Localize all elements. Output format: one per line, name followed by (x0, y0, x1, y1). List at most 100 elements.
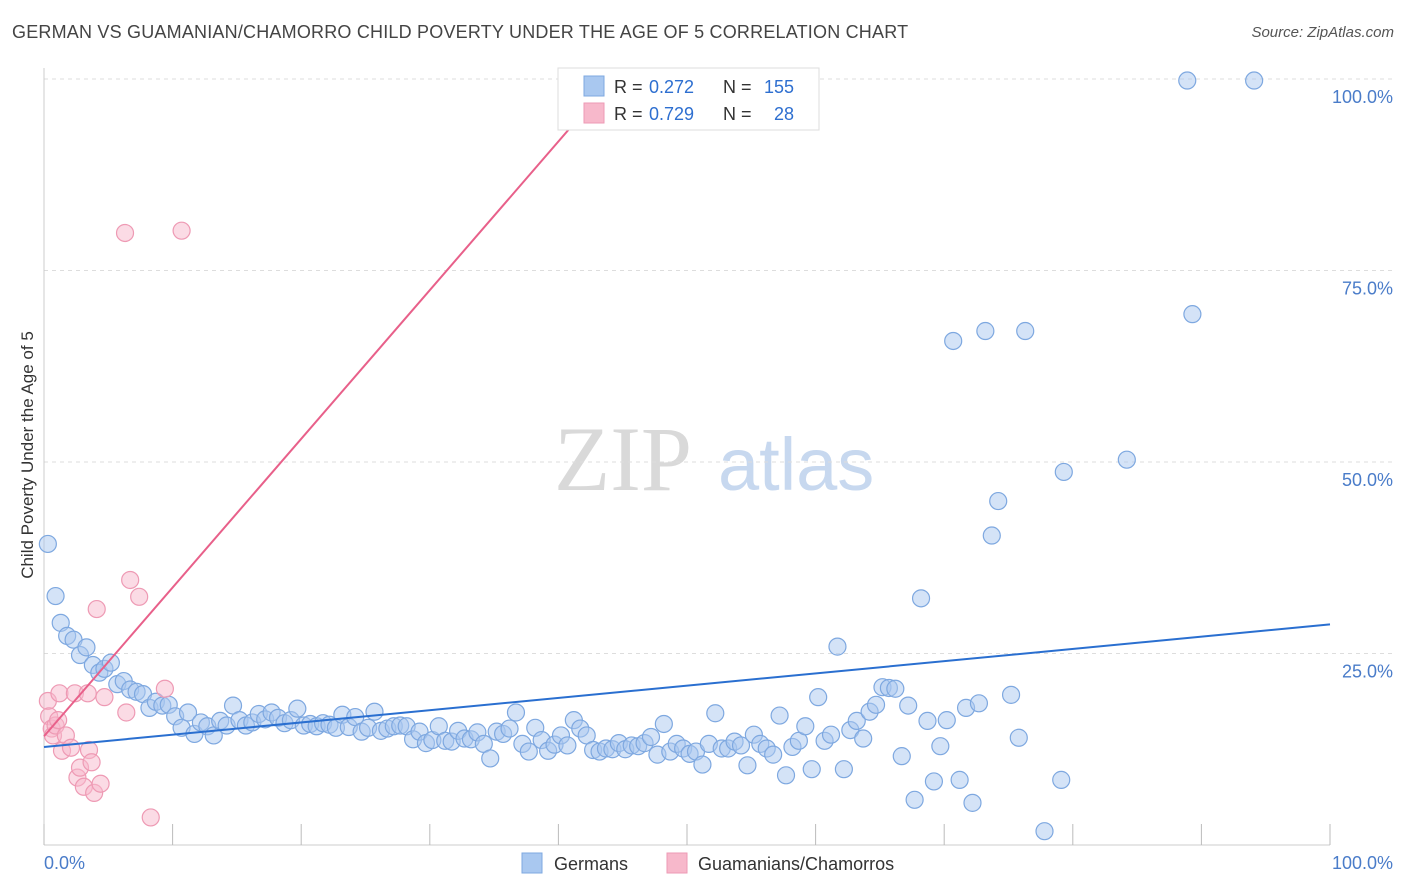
x-tick-label-min: 0.0% (44, 853, 85, 873)
legend-swatch-germans (583, 75, 605, 97)
y-tick-label-100: 100.0% (1332, 87, 1393, 107)
guamanian-point-23 (121, 570, 140, 590)
german-point-81 (558, 736, 577, 755)
german-point-137 (918, 711, 937, 731)
german-point-123 (828, 637, 847, 656)
german-point-152 (1035, 822, 1054, 841)
legend-swatch-guamanians (583, 102, 605, 124)
german-point-134 (899, 696, 918, 715)
german-point-96 (654, 714, 673, 734)
guamanian-point-22 (117, 703, 136, 722)
german-point-0 (38, 534, 57, 554)
german-point-135 (905, 790, 924, 809)
german-point-115 (776, 766, 796, 785)
german-point-108 (731, 736, 751, 755)
german-point-1 (46, 586, 65, 606)
x-tick-label-max: 100.0% (1332, 853, 1393, 873)
german-point-119 (802, 760, 821, 779)
watermark-atlas: atlas (718, 423, 874, 506)
german-point-139 (931, 737, 950, 756)
guamanian-point-20 (95, 688, 114, 707)
legend-n-value-germans: 155 (764, 77, 794, 97)
german-point-73 (506, 703, 526, 722)
bottom-legend-swatch-guamanians (666, 852, 688, 874)
guamanians-points (38, 221, 191, 827)
legend-n-label-germans: N = (723, 77, 752, 97)
german-point-146 (976, 321, 995, 341)
germans-trend-line (43, 623, 1331, 748)
german-point-133 (892, 747, 911, 766)
german-point-150 (1009, 728, 1028, 747)
guamanian-point-19 (91, 774, 110, 793)
german-point-147 (982, 526, 1001, 545)
guamanian-point-21 (115, 223, 135, 243)
german-point-113 (764, 745, 783, 764)
german-point-72 (500, 719, 519, 738)
legend-n-label-guamanians: N = (723, 104, 752, 124)
german-point-69 (481, 749, 500, 768)
german-point-142 (950, 770, 969, 789)
guamanian-point-16 (82, 753, 101, 772)
guamanian-point-24 (130, 587, 149, 606)
german-point-151 (1016, 321, 1035, 341)
german-point-122 (821, 725, 841, 744)
guamanian-point-27 (172, 221, 191, 240)
correlation-legend: R = 0.272 N = 155 R = 0.729 N = 28 (557, 67, 820, 131)
german-point-148 (989, 491, 1008, 511)
trend-lines (43, 78, 1331, 748)
german-point-127 (854, 729, 873, 748)
german-point-118 (796, 717, 815, 736)
legend-r-value-guamanians: 0.729 (649, 104, 694, 124)
german-point-145 (969, 694, 989, 713)
german-point-154 (1054, 462, 1073, 482)
guamanian-point-25 (141, 808, 160, 827)
chart-title: GERMAN VS GUAMANIAN/CHAMORRO CHILD POVER… (12, 22, 909, 42)
german-point-124 (834, 760, 853, 779)
legend-n-value-guamanians: 28 (774, 104, 794, 124)
y-tick-label-25: 25.0% (1342, 662, 1393, 682)
watermark: ZIP atlas (554, 408, 874, 510)
german-point-132 (886, 679, 905, 698)
german-point-158 (1245, 71, 1264, 90)
source-label: Source: ZipAtlas.com (1251, 24, 1394, 41)
german-point-10 (101, 653, 120, 672)
german-point-22 (178, 703, 198, 722)
german-point-138 (924, 772, 944, 791)
german-point-94 (641, 727, 661, 747)
german-point-114 (770, 706, 789, 725)
german-point-136 (911, 589, 931, 608)
y-tick-labels: 25.0% 50.0% 75.0% 100.0% (1332, 87, 1393, 682)
german-point-149 (1001, 685, 1021, 704)
german-point-129 (866, 695, 886, 714)
legend-r-label-guamanians: R = (614, 104, 643, 124)
german-point-140 (937, 711, 956, 730)
german-point-153 (1052, 770, 1071, 789)
german-point-109 (738, 756, 757, 775)
x-tick-labels: 0.0% 100.0% (44, 853, 1393, 873)
german-point-120 (809, 688, 828, 707)
guamanian-point-6 (50, 684, 69, 703)
german-point-104 (706, 704, 725, 723)
legend-r-label-germans: R = (614, 77, 643, 97)
german-point-102 (693, 755, 712, 774)
guamanian-point-26 (155, 679, 174, 698)
german-point-51 (365, 702, 384, 721)
y-tick-label-50: 50.0% (1342, 470, 1393, 490)
german-point-157 (1183, 305, 1202, 324)
german-point-155 (1117, 450, 1136, 469)
guamanian-point-18 (87, 599, 106, 619)
germans-points (38, 71, 1264, 841)
german-point-75 (519, 742, 538, 761)
guamanians-trend-line (43, 78, 614, 737)
german-point-126 (847, 711, 866, 731)
bottom-legend-swatch-germans (521, 852, 543, 874)
legend-r-value-germans: 0.272 (649, 77, 694, 97)
german-point-39 (288, 699, 307, 718)
german-point-156 (1178, 71, 1197, 90)
watermark-zip: ZIP (554, 408, 692, 510)
gridlines (44, 78, 1395, 654)
y-tick-label-75: 75.0% (1342, 279, 1393, 299)
series-legend: Germans Guamanians/Chamorros (521, 852, 894, 874)
german-point-144 (963, 793, 982, 812)
guamanian-point-9 (61, 738, 81, 757)
